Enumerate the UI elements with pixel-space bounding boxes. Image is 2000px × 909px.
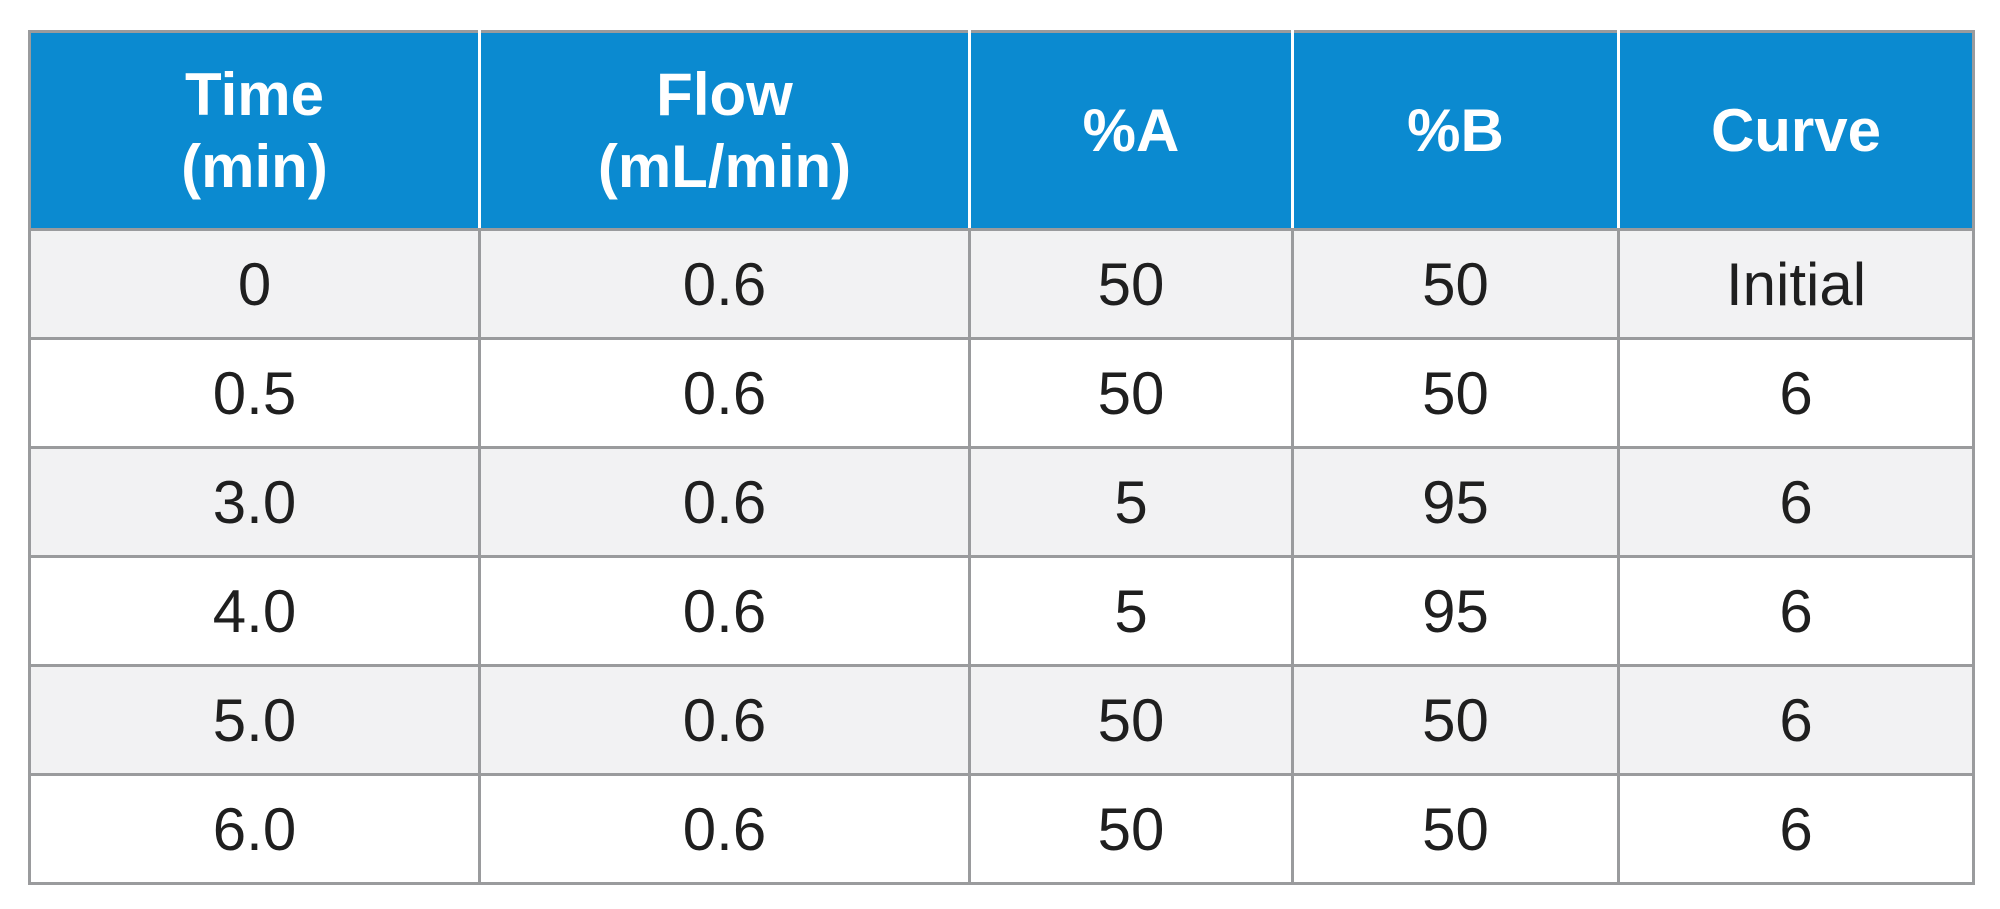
table-body: 0 0.6 50 50 Initial 0.5 0.6 50 50 6 3.0 … <box>28 228 1975 885</box>
cell-flow: 0.6 <box>478 555 971 667</box>
cell-percent-a: 5 <box>968 446 1294 558</box>
cell-curve: 6 <box>1617 555 1975 667</box>
header-time-label: Time <box>185 60 324 128</box>
header-flow-label: Flow <box>656 60 793 128</box>
cell-curve: 6 <box>1617 773 1975 885</box>
cell-percent-a: 5 <box>968 555 1294 667</box>
header-curve-label: Curve <box>1710 96 1882 164</box>
cell-percent-a: 50 <box>968 773 1294 885</box>
cell-percent-a: 50 <box>968 664 1294 776</box>
cell-percent-b: 50 <box>1291 228 1620 340</box>
cell-time: 0.5 <box>28 337 481 449</box>
cell-time: 4.0 <box>28 555 481 667</box>
header-row: Time (min) Flow (mL/min) %A %B Curve <box>28 30 1975 231</box>
cell-flow: 0.6 <box>478 337 971 449</box>
header-percent-a: %A <box>968 30 1294 231</box>
header-percent-a-label: %A <box>1082 96 1180 164</box>
cell-time: 6.0 <box>28 773 481 885</box>
cell-flow: 0.6 <box>478 446 971 558</box>
table-row: 6.0 0.6 50 50 6 <box>28 773 1975 885</box>
cell-curve: Initial <box>1617 228 1975 340</box>
table-header: Time (min) Flow (mL/min) %A %B Curve <box>28 30 1975 231</box>
cell-time: 3.0 <box>28 446 481 558</box>
header-flow-unit: (mL/min) <box>597 132 852 200</box>
cell-percent-b: 95 <box>1291 446 1620 558</box>
cell-time: 5.0 <box>28 664 481 776</box>
cell-percent-b: 95 <box>1291 555 1620 667</box>
table-row: 5.0 0.6 50 50 6 <box>28 664 1975 776</box>
header-percent-b-label: %B <box>1407 96 1504 164</box>
header-time-unit: (min) <box>181 132 328 200</box>
cell-flow: 0.6 <box>478 228 971 340</box>
table-row: 0 0.6 50 50 Initial <box>28 228 1975 340</box>
table-row: 3.0 0.6 5 95 6 <box>28 446 1975 558</box>
cell-flow: 0.6 <box>478 773 971 885</box>
cell-curve: 6 <box>1617 337 1975 449</box>
gradient-table: Time (min) Flow (mL/min) %A %B Curve 0 0… <box>28 30 1975 885</box>
header-curve: Curve <box>1617 30 1975 231</box>
cell-curve: 6 <box>1617 446 1975 558</box>
table-row: 4.0 0.6 5 95 6 <box>28 555 1975 667</box>
cell-percent-a: 50 <box>968 337 1294 449</box>
cell-percent-a: 50 <box>968 228 1294 340</box>
header-percent-b: %B <box>1291 30 1620 231</box>
cell-percent-b: 50 <box>1291 664 1620 776</box>
header-flow: Flow (mL/min) <box>478 30 971 231</box>
cell-curve: 6 <box>1617 664 1975 776</box>
cell-percent-b: 50 <box>1291 337 1620 449</box>
header-time: Time (min) <box>28 30 481 231</box>
cell-time: 0 <box>28 228 481 340</box>
cell-percent-b: 50 <box>1291 773 1620 885</box>
table-row: 0.5 0.6 50 50 6 <box>28 337 1975 449</box>
cell-flow: 0.6 <box>478 664 971 776</box>
